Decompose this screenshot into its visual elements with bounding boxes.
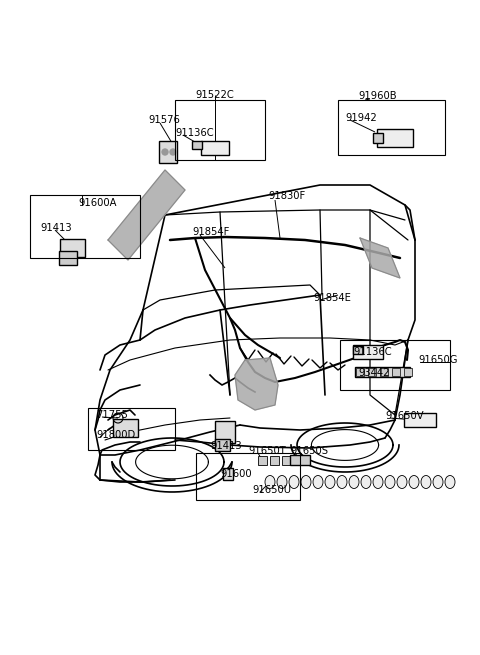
Bar	[257, 455, 266, 464]
Text: 91413: 91413	[210, 441, 241, 451]
Ellipse shape	[301, 476, 311, 489]
Text: 91854F: 91854F	[192, 227, 229, 237]
Text: 91600A: 91600A	[78, 198, 117, 208]
Bar	[392, 368, 400, 376]
Bar	[290, 455, 310, 465]
Text: 91600: 91600	[220, 469, 252, 479]
Bar	[60, 239, 84, 257]
Ellipse shape	[433, 476, 443, 489]
Bar	[192, 141, 202, 149]
Text: 91650T: 91650T	[248, 446, 286, 456]
Circle shape	[170, 149, 176, 155]
Ellipse shape	[385, 476, 395, 489]
Text: 91800D: 91800D	[96, 430, 135, 440]
Text: 91830F: 91830F	[268, 191, 305, 201]
Polygon shape	[360, 238, 400, 278]
Bar	[175, 100, 265, 160]
Text: 91650G: 91650G	[418, 355, 457, 365]
Text: 91942: 91942	[345, 113, 377, 123]
Bar	[30, 195, 140, 258]
Ellipse shape	[277, 476, 287, 489]
Text: 91650V: 91650V	[385, 411, 424, 421]
Bar	[340, 340, 450, 390]
Bar	[338, 100, 445, 155]
Text: 91136C: 91136C	[175, 128, 214, 138]
Ellipse shape	[265, 476, 275, 489]
Text: 91960B: 91960B	[358, 91, 396, 101]
Text: 91413: 91413	[40, 223, 72, 233]
Text: 91576: 91576	[148, 115, 180, 125]
Ellipse shape	[409, 476, 419, 489]
Bar	[281, 455, 290, 464]
Bar	[353, 346, 363, 354]
Bar	[356, 368, 364, 376]
Bar	[404, 413, 436, 427]
Bar	[223, 468, 233, 480]
Ellipse shape	[421, 476, 431, 489]
Text: 91650U: 91650U	[252, 485, 291, 495]
Text: 93442: 93442	[358, 368, 389, 378]
Bar	[368, 368, 376, 376]
Ellipse shape	[313, 476, 323, 489]
Text: 91854E: 91854E	[313, 293, 351, 303]
Ellipse shape	[361, 476, 371, 489]
Bar	[201, 141, 229, 155]
Ellipse shape	[349, 476, 359, 489]
Bar	[159, 141, 177, 163]
Bar	[59, 251, 77, 265]
Ellipse shape	[445, 476, 455, 489]
Ellipse shape	[373, 476, 383, 489]
Polygon shape	[235, 358, 278, 410]
Bar	[355, 367, 409, 377]
Bar	[380, 368, 388, 376]
Text: 91522C: 91522C	[196, 90, 234, 100]
Bar	[373, 133, 383, 143]
Bar	[112, 419, 137, 437]
Ellipse shape	[289, 476, 299, 489]
Ellipse shape	[397, 476, 407, 489]
Bar	[269, 455, 278, 464]
Ellipse shape	[325, 476, 335, 489]
Ellipse shape	[337, 476, 347, 489]
Text: 91136C: 91136C	[353, 347, 392, 357]
Polygon shape	[108, 170, 185, 260]
Bar	[353, 345, 383, 359]
Bar	[196, 453, 300, 500]
Bar	[377, 129, 413, 147]
Bar	[88, 408, 175, 450]
Bar	[215, 421, 235, 443]
Bar	[404, 368, 412, 376]
Bar	[215, 439, 229, 451]
Circle shape	[162, 149, 168, 155]
Text: 71755: 71755	[96, 410, 128, 420]
Text: 91650S: 91650S	[290, 446, 328, 456]
